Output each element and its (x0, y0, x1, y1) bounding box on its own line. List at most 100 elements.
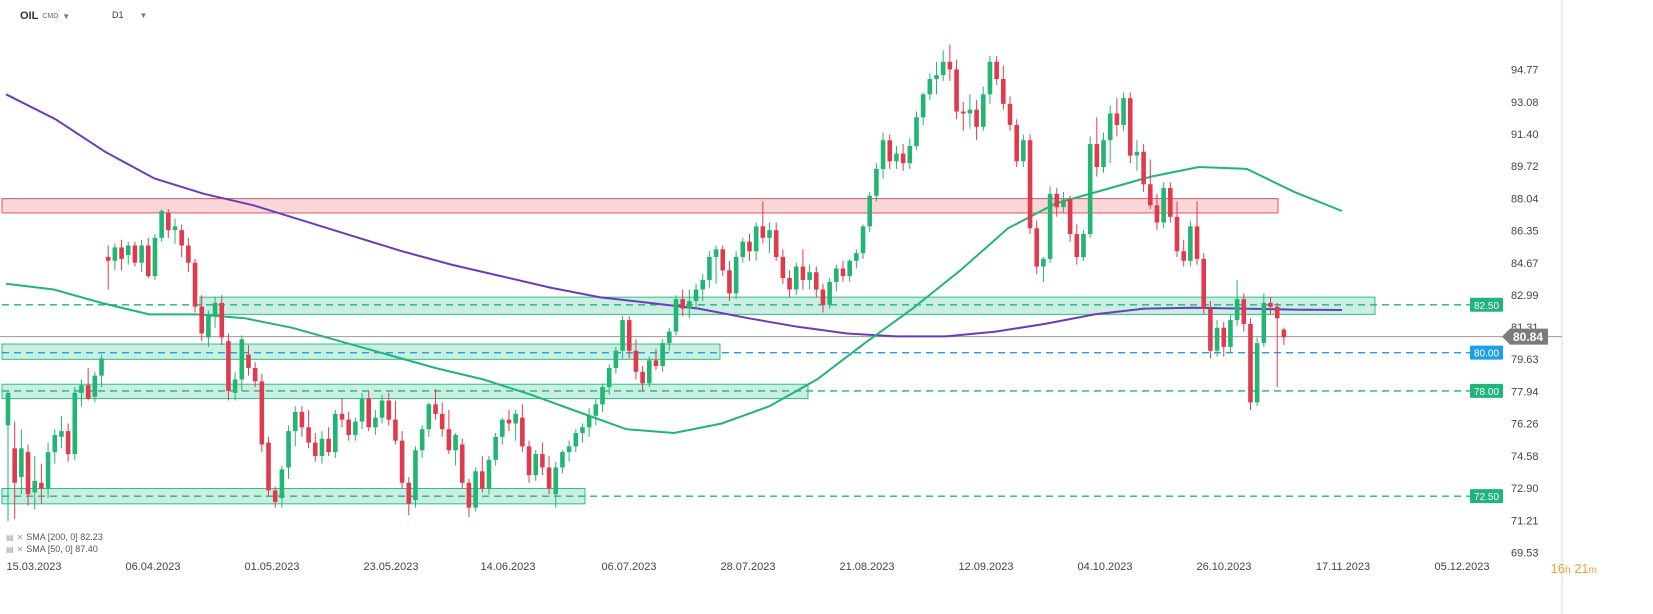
candle-body (1074, 234, 1080, 257)
candle-body (653, 360, 659, 367)
level-tag-78.00 (1470, 383, 1503, 398)
candle-body (693, 289, 699, 301)
candle-body (439, 413, 445, 430)
candle-body (920, 94, 926, 118)
candle-body (1161, 188, 1166, 223)
instrument-selector[interactable]: OIL CMD ▼ (20, 10, 70, 22)
candle-body (940, 61, 946, 76)
candle-body (526, 446, 532, 476)
candle-body (1001, 79, 1006, 104)
price-tick-label: 69.53 (1511, 548, 1539, 560)
candle-body (1248, 323, 1253, 403)
level-tags-layer: 82.50 80.00 78.00 72.50 80.84 (1470, 297, 1548, 504)
candle-body (1127, 98, 1133, 156)
candle-body (132, 245, 138, 263)
candle-body (353, 421, 358, 435)
candle-body (513, 413, 518, 424)
candle-body (1094, 144, 1100, 168)
support-zone (1, 343, 721, 360)
date-tick-label: 05.12.2023 (1434, 561, 1489, 573)
date-tick-label: 26.10.2023 (1196, 561, 1251, 573)
candle-body (232, 379, 238, 393)
candle-body (767, 230, 772, 238)
close-icon[interactable]: ✕ (16, 532, 24, 542)
candle-body (727, 270, 732, 294)
level-tag-82.50 (1470, 297, 1503, 312)
level-tag-80.00 (1470, 345, 1503, 360)
settings-icon[interactable]: ▤ (6, 544, 14, 554)
date-tick-label: 06.04.2023 (125, 561, 180, 573)
candle-body (1027, 140, 1033, 229)
candle-body (1214, 327, 1220, 351)
candle-body (186, 245, 191, 263)
candle-body (486, 459, 492, 489)
candle-body (954, 69, 959, 112)
candle-body (1141, 151, 1146, 185)
candle-body (633, 350, 639, 372)
candle-body (1121, 98, 1126, 125)
candle-body (533, 454, 539, 476)
candle-body (520, 417, 525, 447)
candle-body (252, 367, 258, 382)
price-tick-label: 84.67 (1511, 258, 1539, 270)
candle-body (1254, 343, 1260, 403)
candle-body (399, 440, 405, 483)
candle-body (212, 302, 218, 317)
symbol-label: OIL (20, 10, 39, 22)
date-tick-label: 21.08.2023 (839, 561, 894, 573)
candle-body (179, 230, 184, 246)
candle-body (393, 419, 398, 441)
candle-body (312, 442, 318, 456)
candle-body (1067, 199, 1073, 235)
candle-body (700, 279, 706, 290)
candle-body (560, 452, 565, 468)
candle-body (646, 360, 652, 384)
candle-body (79, 385, 84, 393)
timeframe-label: D1 (112, 10, 124, 20)
symbol-sub-label: CMD (42, 12, 59, 20)
candle-body (974, 109, 979, 127)
candle-body (827, 281, 832, 305)
sma50-legend[interactable]: ▤ ✕ SMA [50, 0] 87.40 (6, 544, 98, 554)
candle-body (453, 434, 458, 451)
candle-body (867, 195, 873, 227)
candle-body (747, 241, 752, 252)
candle-body (85, 385, 91, 399)
candle-countdown: 16h 21m (1551, 561, 1597, 576)
candle-body (99, 358, 104, 376)
candle-body (1174, 216, 1180, 252)
date-tick-label: 23.05.2023 (363, 561, 418, 573)
resistance-zone (1, 198, 1279, 214)
timeframe-selector[interactable]: D1 ▼ (112, 10, 147, 20)
candle-body (426, 404, 432, 430)
close-icon[interactable]: ✕ (16, 544, 24, 554)
candle-body (914, 117, 919, 146)
candle-body (500, 419, 505, 437)
price-tick-label: 72.90 (1511, 483, 1539, 495)
date-tick-label: 17.11.2023 (1316, 561, 1370, 573)
candle-body (359, 398, 365, 422)
candle-body (1134, 151, 1140, 156)
candle-body (192, 262, 198, 307)
candle-body (406, 482, 412, 504)
candle-body (787, 278, 792, 290)
candle-body (1281, 329, 1287, 338)
date-tick-label: 06.07.2023 (601, 561, 656, 573)
candle-body (1221, 327, 1227, 347)
candle-body (1194, 226, 1200, 259)
settings-icon[interactable]: ▤ (6, 532, 14, 542)
candle-body (680, 299, 685, 309)
candle-body (339, 413, 345, 420)
candle-body (753, 226, 759, 252)
chevron-down-icon: ▼ (139, 10, 148, 20)
candle-body (553, 467, 559, 495)
candle-body (386, 400, 392, 420)
candle-body (466, 482, 472, 508)
candle-body (847, 260, 852, 277)
candle-body (12, 448, 17, 483)
sma200-legend[interactable]: ▤ ✕ SMA [200, 0] 82.23 (6, 532, 103, 542)
candle-body (1087, 144, 1093, 235)
candle-body (927, 79, 933, 95)
candle-body (713, 249, 719, 257)
